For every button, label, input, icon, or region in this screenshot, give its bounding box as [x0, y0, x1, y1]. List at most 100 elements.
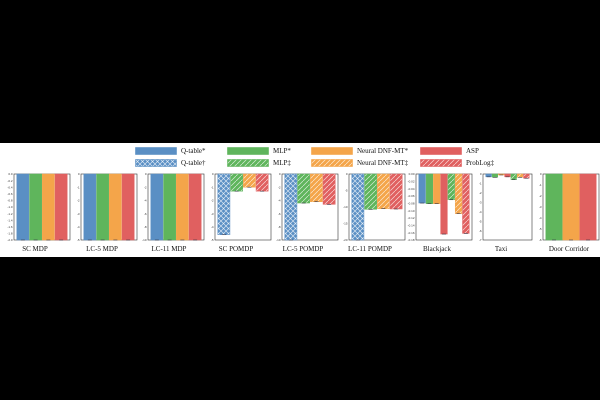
- y-tick-label: -3: [479, 200, 482, 204]
- y-tick-label: -4: [211, 225, 214, 229]
- legend-swatch-rect: [420, 159, 462, 167]
- legend-swatch: [311, 147, 353, 155]
- legend-label: ASP: [466, 147, 479, 155]
- subplot-svg: 0.00 -0.02 -0.04 -0.06 -0.08 -0.10 -0.12 -0.14 -…: [408, 172, 473, 242]
- legend-swatch: [135, 147, 177, 155]
- subplot-title: Taxi: [494, 245, 508, 253]
- bar: [16, 173, 30, 241]
- legend-label: Neural DNF-MT‡: [357, 159, 409, 167]
- bar: [440, 173, 448, 235]
- bar: [150, 173, 164, 241]
- bar: [377, 173, 390, 209]
- subplot-door-corridor: 0 -1 -2 -3 -4 -5 -6: [534, 171, 600, 243]
- bar: [579, 173, 597, 241]
- bar: [485, 173, 492, 178]
- subplot-lc5-mdp: 0 -1 -2 -3 -4 -5: [72, 171, 139, 243]
- y-tick-label: -10: [276, 238, 281, 242]
- legend-label: Q-table*: [181, 147, 206, 155]
- bar: [121, 173, 135, 241]
- y-tick-label: -6: [144, 212, 147, 216]
- y-tick-label: -0.06: [408, 194, 415, 198]
- bar: [297, 173, 310, 204]
- subplot-title: SC MDP: [22, 245, 48, 253]
- legend-swatch: [135, 159, 177, 167]
- bar: [454, 173, 463, 214]
- subplot-svg: 0 -2 -4 -6 -8 -10: [276, 172, 339, 242]
- y-tick-label: -0.6: [7, 192, 13, 196]
- y-tick-label: -8: [278, 225, 281, 229]
- y-tick-label: -0.12: [408, 216, 415, 220]
- bar: [364, 173, 377, 210]
- figure-panel: Q-table* MLP* Neural DNF-MT* ASP Q-table…: [0, 143, 600, 257]
- legend-swatch-rect: [227, 159, 269, 167]
- y-tick-label: -5: [479, 219, 482, 223]
- bar: [447, 173, 455, 200]
- subplot-svg: 0.0 -0.2 -0.4 -0.6 -0.8 -1.0 -1.2 -1.4 -1.6 -1.8 -…: [7, 172, 71, 242]
- subplot-lc5-pomdp: 0 -2 -4 -6 -8 -10: [273, 171, 340, 243]
- y-tick-label: 0: [212, 172, 214, 176]
- bar: [188, 173, 202, 241]
- legend-swatch: [420, 147, 462, 155]
- legend-swatch-rect: [135, 159, 177, 167]
- axes-frame: [482, 173, 533, 241]
- y-tick-label: -20: [343, 238, 348, 242]
- bar: [163, 173, 176, 241]
- y-tick-label: -6: [539, 238, 542, 242]
- subplot-lc11-mdp: 0 -2 -4 -6 -8 -10: [139, 171, 206, 243]
- y-tick-label: -1: [479, 182, 482, 186]
- legend-swatch-rect: [311, 147, 353, 155]
- subplot-sc-mdp: 0.0 -0.2 -0.4 -0.6 -0.8 -1.0 -1.2 -1.4 -1.6 -1.8 -…: [5, 171, 72, 243]
- y-tick-label: 0: [78, 172, 80, 176]
- y-tick-label: -1.6: [7, 225, 13, 229]
- y-tick-label: -5: [211, 238, 214, 242]
- subplot-svg: 0 -1 -2 -3 -4 -5 -6 -7: [479, 172, 533, 242]
- y-tick-label: -0.14: [408, 224, 415, 228]
- y-tick-label: -1.0: [7, 205, 13, 209]
- bar: [389, 173, 403, 210]
- subplot-title: LC-11 MDP: [151, 245, 187, 253]
- bar: [109, 173, 122, 241]
- y-tick-label: -4: [479, 210, 482, 214]
- bar: [351, 173, 365, 241]
- y-tick-label: -4: [144, 199, 147, 203]
- bar: [433, 173, 441, 204]
- legend-swatch-rect: [420, 147, 462, 155]
- bar: [96, 173, 109, 241]
- y-tick-label: 0: [279, 172, 281, 176]
- legend-swatch: [311, 159, 353, 167]
- y-tick-label: -2: [278, 185, 281, 189]
- bar: [310, 173, 323, 202]
- bar: [510, 173, 517, 180]
- y-tick-label: -4: [77, 225, 80, 229]
- y-tick-label: -2: [539, 194, 542, 198]
- y-tick-label: 0: [145, 172, 147, 176]
- y-tick-label: -3: [211, 212, 214, 216]
- subplot-title: LC-11 POMDP: [348, 245, 392, 253]
- legend-swatch: [227, 159, 269, 167]
- subplot-taxi: 0 -1 -2 -3 -4 -5 -6 -7: [474, 171, 534, 243]
- legend-label: ProbLog‡: [466, 159, 494, 167]
- bar: [29, 173, 42, 241]
- y-tick-label: -2: [479, 191, 482, 195]
- y-tick-label: 0.00: [409, 172, 415, 176]
- y-tick-label: -6: [278, 212, 281, 216]
- y-tick-label: -0.02: [408, 180, 415, 184]
- subplot-title: LC-5 POMDP: [282, 245, 324, 253]
- bar: [545, 173, 563, 241]
- legend-label: MLP‡: [273, 159, 291, 167]
- y-tick-label: -4: [539, 216, 542, 220]
- y-tick-label: -10: [343, 205, 348, 209]
- y-tick-label: -1: [539, 183, 542, 187]
- legend-label: Neural DNF-MT*: [357, 147, 409, 155]
- bar: [42, 173, 55, 241]
- y-tick-label: -1.2: [7, 212, 13, 216]
- legend-swatch-rect: [135, 147, 177, 155]
- bar: [491, 173, 499, 178]
- legend-label: MLP*: [273, 147, 291, 155]
- y-tick-label: -5: [77, 238, 80, 242]
- y-tick-label: -0.8: [7, 199, 13, 203]
- y-tick-label: -0.2: [7, 179, 13, 183]
- charts-row: 0.0 -0.2 -0.4 -0.6 -0.8 -1.0 -1.2 -1.4 -1.6 -1.8 -…: [0, 171, 600, 257]
- legend-swatch-rect: [227, 147, 269, 155]
- y-tick-label: 0: [346, 172, 348, 176]
